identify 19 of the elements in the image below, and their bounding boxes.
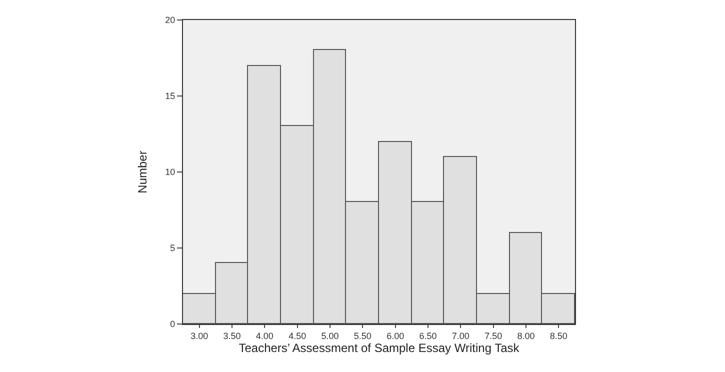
x-tick-label: 7.00 [452, 330, 470, 341]
y-tick-label: 20 [165, 15, 176, 26]
x-tick-label: 8.50 [550, 330, 568, 341]
x-tick-label: 6.00 [386, 330, 404, 341]
x-tick-label: 6.50 [419, 330, 437, 341]
x-axis-title: Teachers’ Assessment of Sample Essay Writing Task [238, 340, 520, 355]
x-tick-label: 4.00 [256, 330, 274, 341]
y-tick-label: 0 [170, 319, 176, 330]
y-tick-label: 10 [165, 167, 176, 178]
x-tick-label: 7.50 [484, 330, 502, 341]
x-tick-label: 4.50 [288, 330, 306, 341]
y-tick-label: 5 [170, 243, 176, 254]
x-tick-label: 3.50 [223, 330, 241, 341]
x-tick-label: 5.00 [321, 330, 339, 341]
y-axis-title: Number [135, 150, 150, 194]
x-tick-label: 8.00 [517, 330, 535, 341]
x-tick-label: 5.50 [354, 330, 372, 341]
x-tick-label: 3.00 [190, 330, 208, 341]
y-tick-label: 15 [165, 91, 176, 102]
